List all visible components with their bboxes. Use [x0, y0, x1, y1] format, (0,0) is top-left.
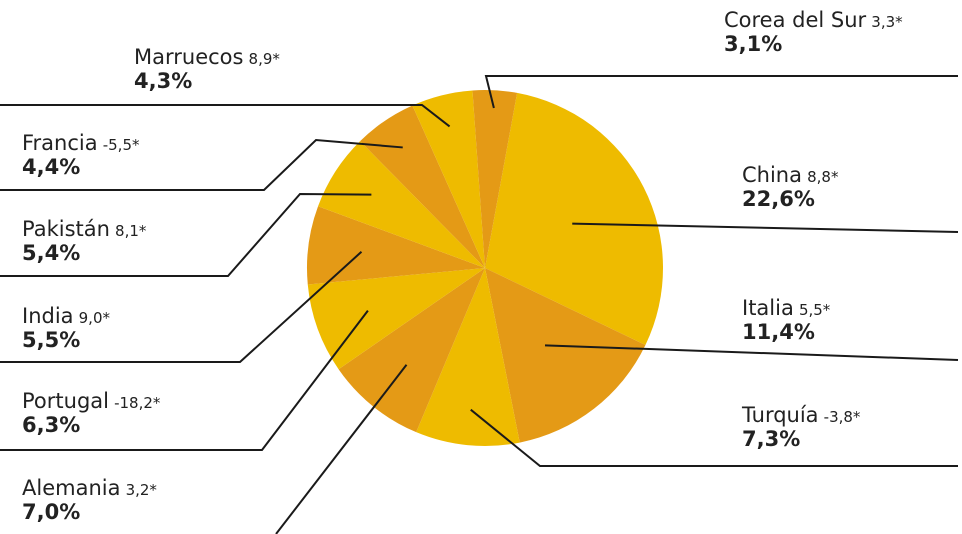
- slice-growth: 8,8*: [807, 168, 839, 186]
- slice-percent: 11,4%: [742, 320, 815, 345]
- leader-line-marruecos: [0, 104, 451, 128]
- slice-percent: 3,1%: [724, 32, 783, 57]
- label-alemania: Alemania 3,2* 7,0%: [22, 476, 157, 524]
- label-turquia: Turquía -3,8* 7,3%: [742, 403, 860, 451]
- leader-line-italia: [544, 344, 959, 361]
- slice-percent: 7,3%: [742, 427, 801, 452]
- label-italia: Italia 5,5* 11,4%: [742, 296, 830, 344]
- pie-slice-corea-del-sur: [472, 89, 518, 268]
- pie-slice-alemania: [338, 268, 485, 433]
- leader-line-corea-del-sur: [484, 75, 958, 109]
- pie-slice-india: [307, 206, 485, 285]
- pie-slice-pakistán: [318, 141, 485, 268]
- slice-growth: 8,9*: [248, 50, 280, 68]
- slice-growth: 3,2*: [125, 481, 157, 499]
- leader-line-china: [572, 222, 959, 233]
- slice-growth: -18,2*: [114, 394, 161, 412]
- slice-name: India: [22, 304, 74, 328]
- slice-name: Portugal: [22, 389, 109, 413]
- label-francia: Francia -5,5* 4,4%: [22, 131, 140, 179]
- pie-slice-china: [485, 92, 663, 346]
- leader-line-portugal: [0, 309, 369, 451]
- label-pakistan: Pakistán 8,1* 5,4%: [22, 217, 146, 265]
- slice-name: Marruecos: [134, 45, 244, 69]
- slice-name: Francia: [22, 131, 98, 155]
- leader-line-alemania: [275, 364, 408, 534]
- label-india: India 9,0* 5,5%: [22, 304, 110, 352]
- slice-growth: 3,3*: [871, 13, 903, 31]
- slice-name: Alemania: [22, 476, 121, 500]
- slice-growth: 5,5*: [798, 301, 831, 319]
- slice-percent: 4,3%: [134, 69, 193, 94]
- slice-percent: 4,4%: [22, 155, 81, 180]
- slice-name: Italia: [742, 296, 794, 320]
- slice-percent: 22,6%: [742, 187, 815, 212]
- pie-slice-portugal: [307, 268, 485, 370]
- slice-growth: 9,0*: [78, 309, 110, 327]
- label-portugal: Portugal -18,2* 6,3%: [22, 389, 160, 437]
- pie-slices: [307, 89, 663, 446]
- pie-slice-turquía: [416, 268, 520, 446]
- leader-line-india: [0, 251, 363, 363]
- leader-line-pakistán: [0, 192, 372, 277]
- slice-name: Turquía: [742, 403, 819, 427]
- label-corea-del-sur: Corea del Sur 3,3* 3,1%: [724, 8, 903, 56]
- slice-percent: 6,3%: [22, 413, 81, 438]
- leader-line-francia: [0, 138, 403, 191]
- leader-lines: [0, 75, 959, 534]
- label-china: China 8,8* 22,6%: [742, 163, 838, 211]
- slice-name: China: [742, 163, 802, 187]
- slice-growth: -5,5*: [102, 136, 140, 154]
- slice-name: Pakistán: [22, 217, 110, 241]
- label-marruecos: Marruecos 8,9* 4,3%: [134, 45, 280, 93]
- pie-slice-italia: [485, 268, 646, 443]
- slice-percent: 5,4%: [22, 241, 81, 266]
- slice-name: Corea del Sur: [724, 8, 867, 32]
- leader-line-turquía: [470, 408, 958, 467]
- slice-growth: -3,8*: [823, 408, 861, 426]
- slice-percent: 7,0%: [22, 500, 81, 525]
- pie-slice-marruecos: [412, 90, 485, 268]
- slice-percent: 5,5%: [22, 328, 81, 353]
- slice-growth: 8,1*: [115, 222, 147, 240]
